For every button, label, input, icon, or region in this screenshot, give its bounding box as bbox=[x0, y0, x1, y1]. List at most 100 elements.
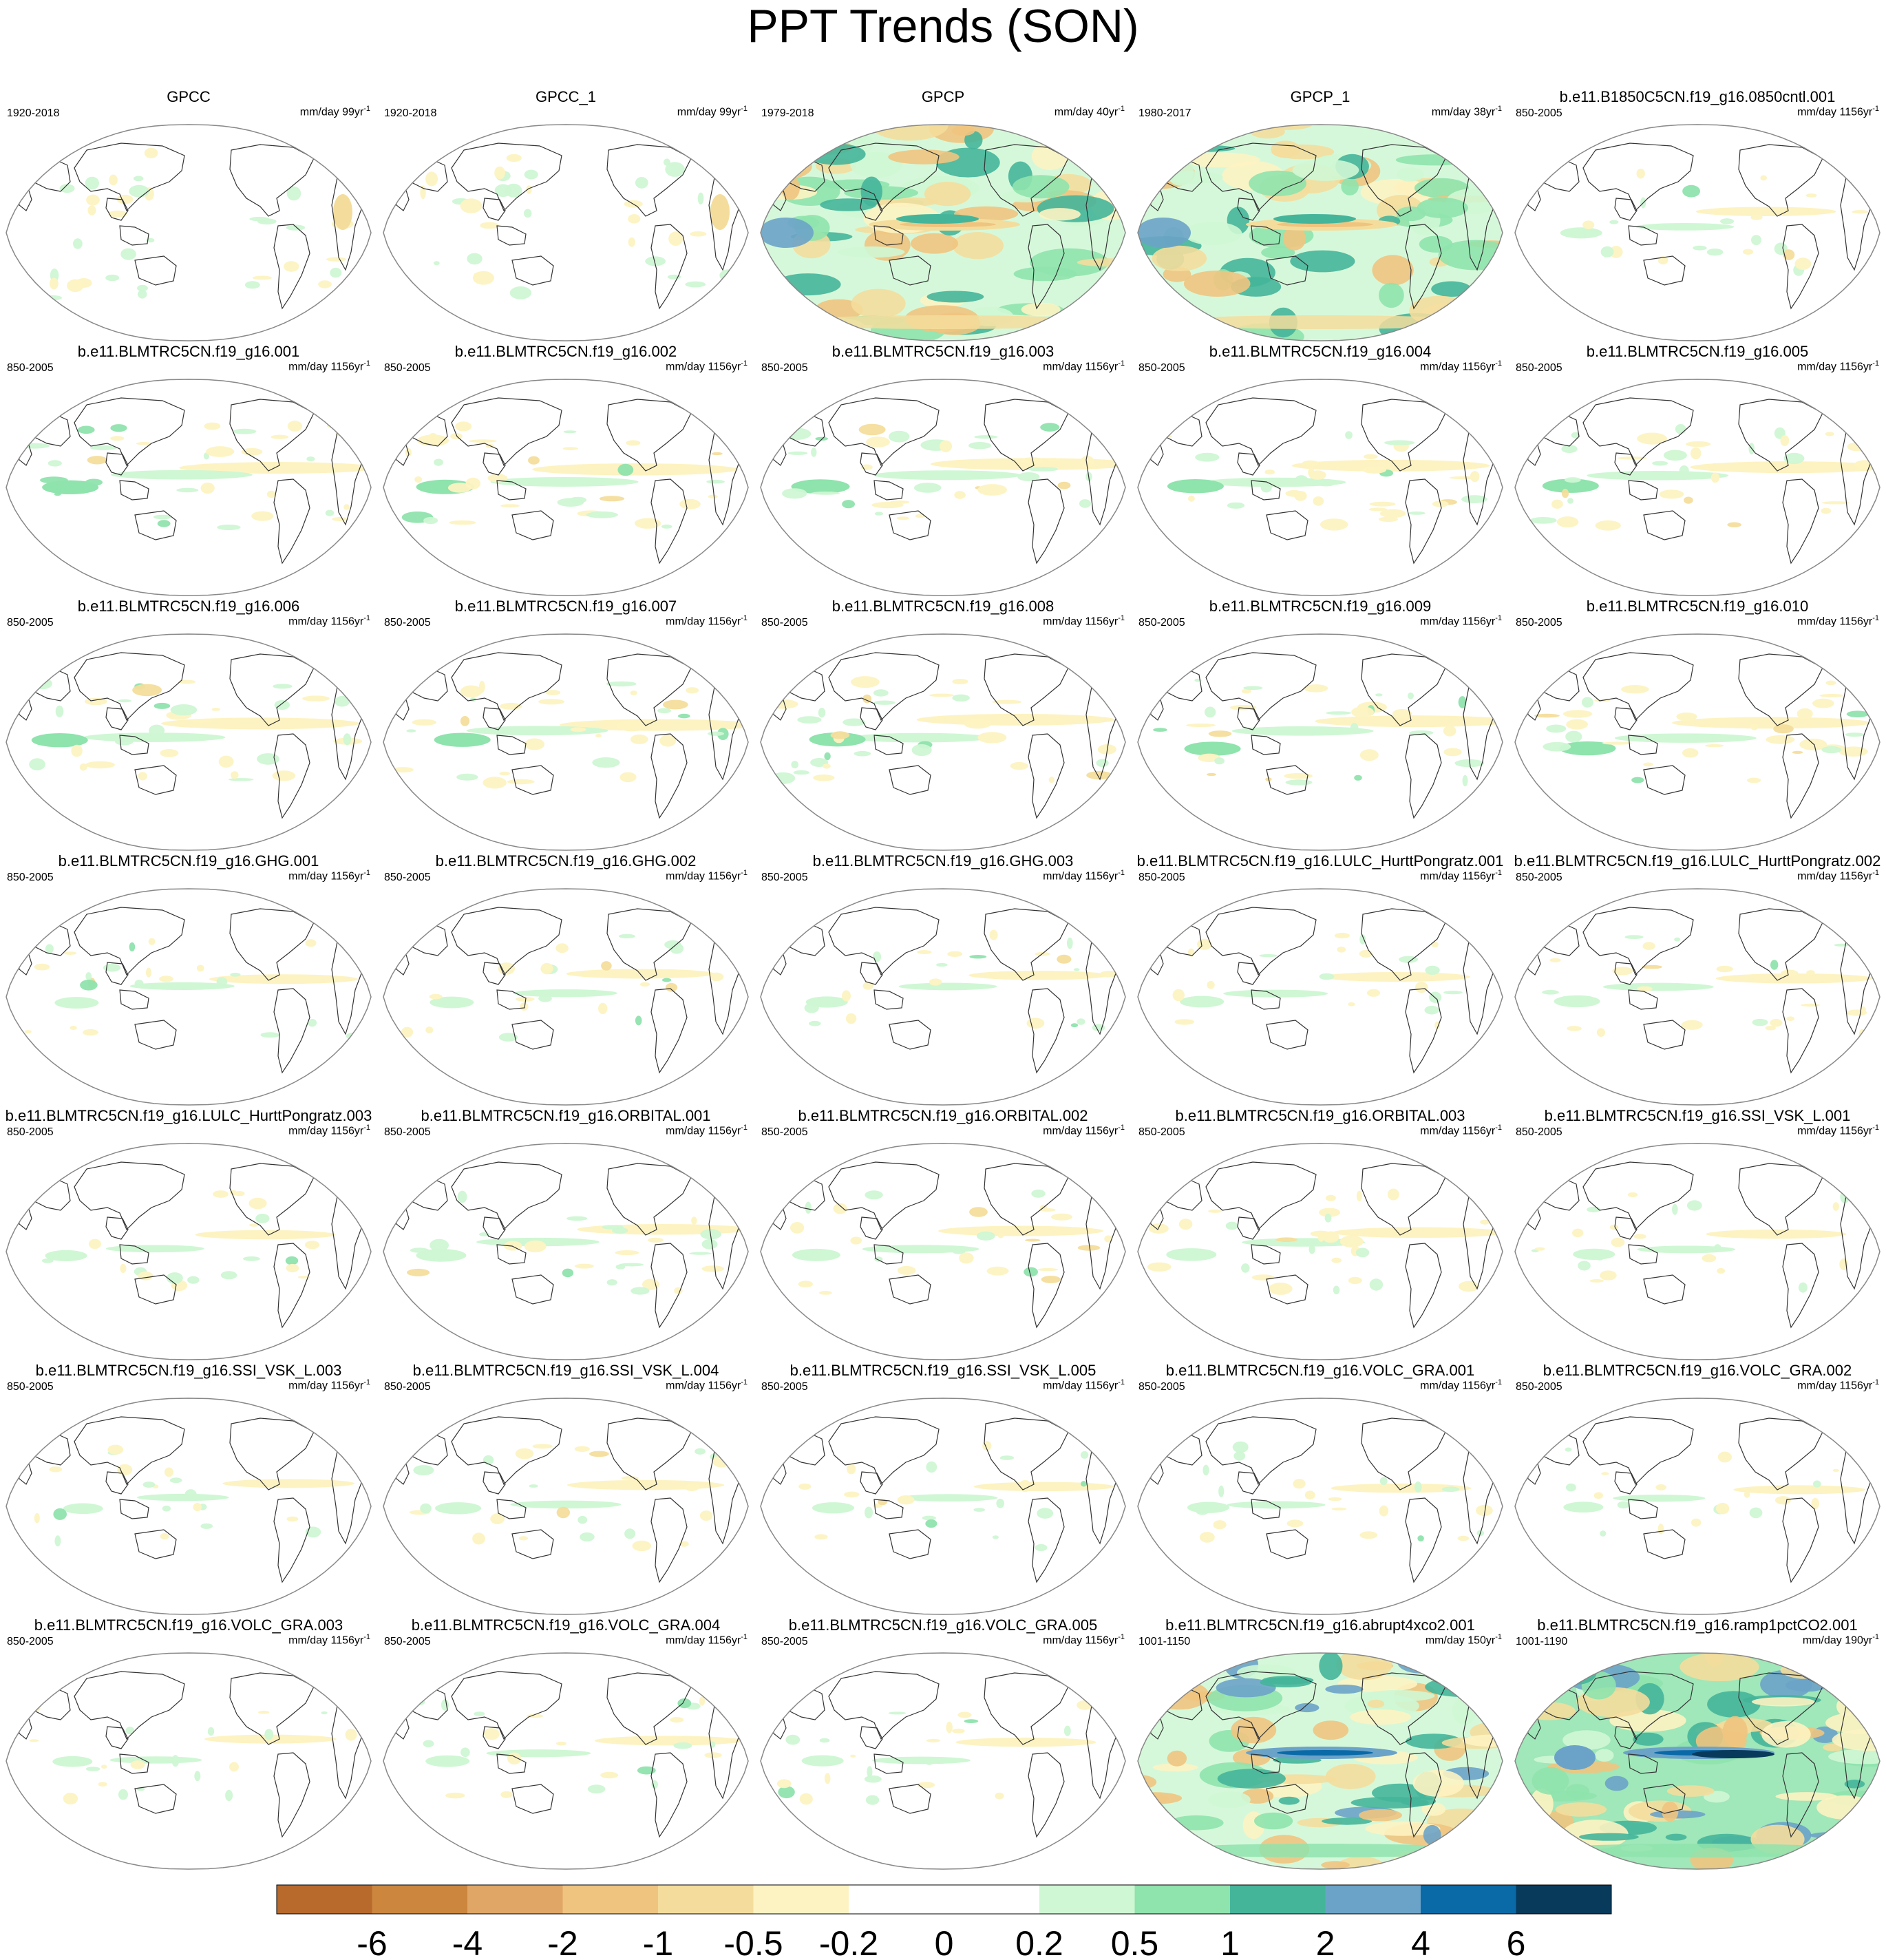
coastline bbox=[511, 1784, 554, 1814]
map-border bbox=[760, 633, 1126, 851]
coastline bbox=[1361, 653, 1446, 726]
panel-title: b.e11.BLMTRC5CN.f19_g16.abrupt4xco2.001 bbox=[1165, 1616, 1475, 1634]
panel-units-exponent: -1 bbox=[1495, 1124, 1502, 1132]
coastline bbox=[229, 1163, 315, 1236]
map-canvas bbox=[6, 888, 372, 1106]
map-panel: b.e11.BLMTRC5CN.f19_g16.VOLC_GRA.004 850-… bbox=[377, 1616, 754, 1871]
map-panel: b.e11.BLMTRC5CN.f19_g16.GHG.002 850-2005 m… bbox=[377, 852, 754, 1107]
map-border bbox=[1514, 1398, 1880, 1615]
coastline bbox=[1738, 1672, 1823, 1745]
map-panel: GPCC_1 1920-2018 mm/day 99yr-1 bbox=[377, 88, 754, 343]
coastline bbox=[1628, 1753, 1658, 1774]
coastline bbox=[451, 1671, 562, 1740]
colorbar-label: 0.5 bbox=[1111, 1924, 1159, 1960]
coastline bbox=[273, 224, 310, 310]
panel-period: 850-2005 bbox=[384, 1126, 431, 1138]
panel-units: mm/day 1156yr-1 bbox=[666, 359, 748, 373]
coastline bbox=[496, 480, 527, 500]
coastline bbox=[1251, 989, 1281, 1010]
panel-title: b.e11.BLMTRC5CN.f19_g16.VOLC_GRA.004 bbox=[411, 1616, 721, 1634]
coastline bbox=[1614, 198, 1638, 221]
map-border bbox=[383, 124, 749, 341]
coastline bbox=[119, 1753, 149, 1774]
coastline bbox=[511, 510, 554, 540]
coastline bbox=[105, 707, 129, 730]
coastline bbox=[1028, 1243, 1065, 1329]
coastline bbox=[606, 653, 692, 726]
panel-title: b.e11.BLMTRC5CN.f19_g16.LULC_HurttPongra… bbox=[1514, 852, 1881, 870]
coastline bbox=[1405, 733, 1442, 819]
map-canvas bbox=[760, 888, 1126, 1106]
coastline bbox=[451, 143, 562, 212]
coastline bbox=[1643, 1529, 1686, 1559]
colorbar-swatch bbox=[1230, 1885, 1326, 1914]
panel-units-text: mm/day 1156yr bbox=[666, 361, 741, 373]
coastline bbox=[650, 733, 688, 819]
panel-units-text: mm/day 1156yr bbox=[1797, 1125, 1873, 1137]
coastline bbox=[650, 478, 688, 565]
panel-units-exponent: -1 bbox=[1118, 1378, 1125, 1387]
map-panel: b.e11.BLMTRC5CN.f19_g16.LULC_HurttPongra… bbox=[1132, 852, 1509, 1107]
map-panel: b.e11.BLMTRC5CN.f19_g16.VOLC_GRA.001 850-… bbox=[1132, 1362, 1509, 1616]
map-panel: GPCC 1920-2018 mm/day 99yr-1 bbox=[0, 88, 377, 343]
panel-units-exponent: -1 bbox=[1118, 105, 1125, 113]
coastline bbox=[119, 480, 149, 500]
panel-period: 850-2005 bbox=[761, 617, 808, 629]
colorbar-label: -0.2 bbox=[819, 1924, 878, 1960]
panel-title: b.e11.BLMTRC5CN.f19_g16.LULC_HurttPongra… bbox=[5, 1107, 372, 1124]
map-panel: b.e11.BLMTRC5CN.f19_g16.GHG.003 850-2005 m… bbox=[754, 852, 1132, 1107]
coastline bbox=[1237, 962, 1260, 985]
panel-period: 850-2005 bbox=[761, 1381, 808, 1393]
coastline bbox=[1643, 1784, 1686, 1814]
coastline bbox=[1628, 735, 1658, 755]
coastline bbox=[1614, 962, 1638, 985]
map-border bbox=[383, 633, 749, 851]
coastline bbox=[860, 1216, 883, 1240]
coastline bbox=[650, 988, 688, 1074]
colorbar-label: 2 bbox=[1316, 1924, 1335, 1960]
panel-units: mm/day 1156yr-1 bbox=[1420, 1124, 1502, 1137]
map-canvas bbox=[1514, 633, 1880, 851]
map-canvas bbox=[760, 1652, 1126, 1870]
coastline bbox=[606, 144, 692, 217]
panel-units: mm/day 99yr-1 bbox=[677, 105, 748, 118]
panel-period: 1001-1190 bbox=[1516, 1636, 1568, 1647]
map-border bbox=[6, 1652, 372, 1870]
coastline bbox=[1782, 1752, 1819, 1838]
coastline bbox=[606, 1163, 692, 1236]
coastline bbox=[496, 225, 527, 246]
coastline bbox=[74, 652, 185, 721]
panel-period: 850-2005 bbox=[761, 362, 808, 374]
map-border bbox=[1137, 1143, 1503, 1360]
coastline bbox=[606, 1672, 692, 1745]
panel-units-exponent: -1 bbox=[363, 105, 370, 113]
coastline bbox=[511, 765, 554, 795]
coastline bbox=[1614, 1726, 1638, 1749]
panel-units: mm/day 1156yr-1 bbox=[288, 869, 370, 883]
panel-period: 850-2005 bbox=[1516, 1126, 1562, 1138]
map-panel: b.e11.BLMTRC5CN.f19_g16.ORBITAL.003 850-2… bbox=[1132, 1107, 1509, 1362]
coastline bbox=[1782, 1243, 1819, 1329]
panel-period: 850-2005 bbox=[7, 617, 54, 629]
panel-units-text: mm/day 1156yr bbox=[1043, 870, 1119, 883]
coastline bbox=[1782, 478, 1819, 565]
panel-period: 850-2005 bbox=[1516, 872, 1562, 883]
map-panel: b.e11.BLMTRC5CN.f19_g16.VOLC_GRA.005 850-… bbox=[754, 1616, 1132, 1871]
coastline bbox=[1405, 224, 1442, 310]
panel-title: b.e11.BLMTRC5CN.f19_g16.SSI_VSK_L.005 bbox=[790, 1362, 1096, 1379]
panel-units-exponent: -1 bbox=[1118, 869, 1125, 877]
coastline bbox=[229, 1672, 315, 1745]
panel-units-exponent: -1 bbox=[363, 1124, 370, 1132]
panel-units: mm/day 1156yr-1 bbox=[1797, 1124, 1879, 1137]
map-border bbox=[6, 379, 372, 596]
coastline bbox=[483, 198, 506, 221]
colorbar-label: -1 bbox=[643, 1924, 673, 1960]
coastline bbox=[1237, 1216, 1260, 1240]
coastline bbox=[105, 452, 129, 476]
map-border bbox=[760, 1652, 1126, 1870]
coastline bbox=[511, 255, 554, 286]
map-panel: b.e11.BLMTRC5CN.f19_g16.LULC_HurttPongra… bbox=[0, 1107, 377, 1362]
panel-period: 850-2005 bbox=[1516, 617, 1562, 629]
coastline bbox=[1028, 478, 1065, 565]
panel-units-text: mm/day 1156yr bbox=[1420, 615, 1496, 628]
